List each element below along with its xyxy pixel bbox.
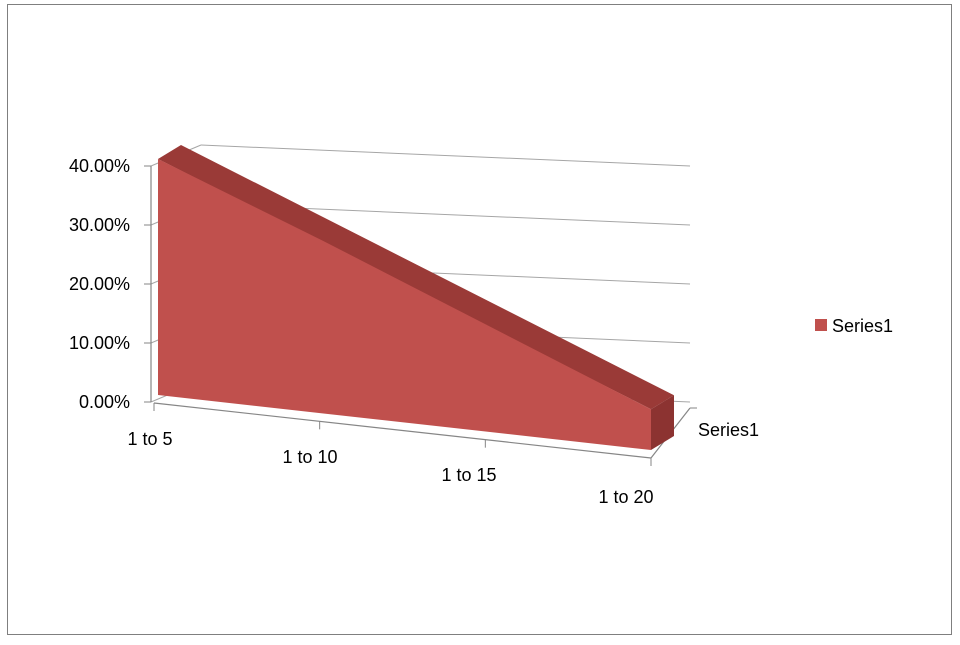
depth-tick-label: Series1	[698, 420, 759, 440]
y-tick-label: 40.00%	[69, 156, 130, 176]
x-tick-label: 1 to 10	[282, 447, 337, 467]
y-tick-label: 20.00%	[69, 274, 130, 294]
x-axis-tick-labels: 1 to 5 1 to 10 1 to 15 1 to 20	[127, 429, 653, 507]
series-area-side-face	[651, 395, 674, 450]
legend-label-series1: Series1	[832, 316, 893, 336]
depth-axis-tick-labels: Series1	[698, 420, 759, 440]
series-area-group	[157, 145, 674, 450]
chart-plot: 0.00%10.00%20.00%30.00%40.00% 1 to 51 to…	[69, 144, 893, 507]
legend-swatch-series1	[815, 319, 827, 331]
y-tick-label: 30.00%	[69, 215, 130, 235]
y-tick-label: 0.00%	[79, 392, 130, 412]
x-axis-line	[153, 402, 652, 459]
x-tick-label: 1 to 5	[127, 429, 172, 449]
legend: Series1	[815, 316, 893, 336]
series-area-front-face	[158, 159, 651, 450]
y-tick-label: 10.00%	[69, 333, 130, 353]
gridline	[200, 144, 691, 167]
x-tick-label: 1 to 15	[441, 465, 496, 485]
series-area-top-face	[158, 145, 674, 410]
y-axis-tick-labels: 0.00% 10.00% 20.00% 30.00% 40.00%	[69, 156, 130, 412]
x-tick-label: 1 to 20	[598, 487, 653, 507]
